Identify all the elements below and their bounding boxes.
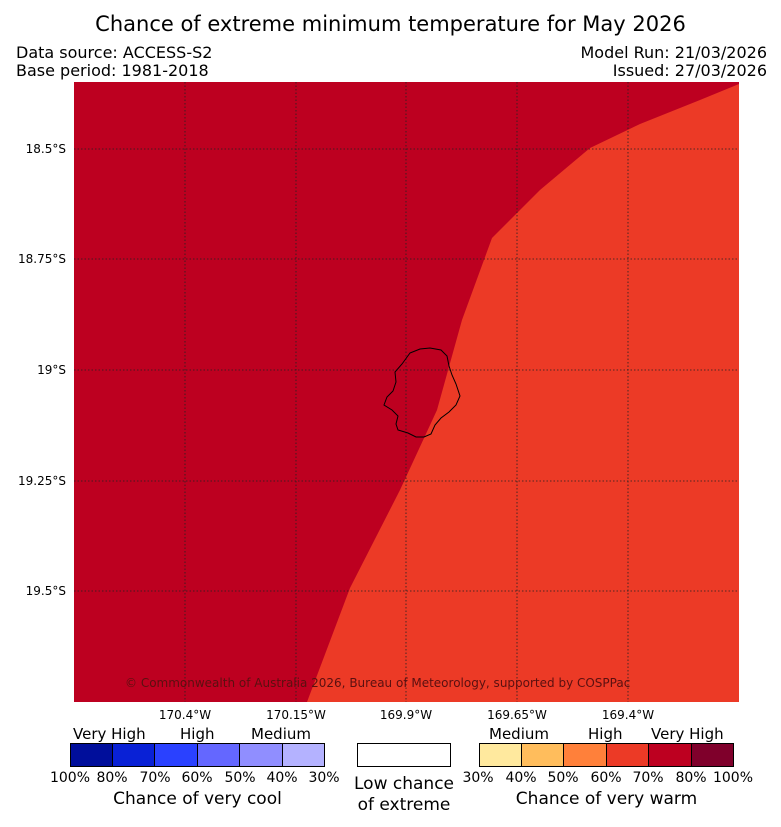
warm-swatch-4 — [606, 743, 649, 767]
cool-swatch-2 — [112, 743, 155, 767]
cool-category-high: High — [180, 725, 215, 743]
warm-swatch-1 — [479, 743, 522, 767]
cool-tick-30: 30% — [308, 770, 340, 786]
warm-category-very-high: Very High — [651, 725, 724, 743]
data-source-label: Data source: ACCESS-S2 — [16, 43, 213, 62]
warm-tick-30: 30% — [462, 770, 494, 786]
cool-swatch-5 — [239, 743, 283, 767]
base-period-label: Base period: 1981-2018 — [16, 61, 209, 80]
page-title: Chance of extreme minimum temperature fo… — [95, 12, 686, 36]
cool-tick-70: 70% — [139, 770, 171, 786]
cool-tick-100: 100% — [49, 770, 91, 786]
warm-swatch-3 — [563, 743, 607, 767]
warm-tick-40: 40% — [505, 770, 537, 786]
lat-label-18.75: 18.75°S — [18, 252, 66, 266]
lat-label-19.5: 19.5°S — [25, 584, 66, 598]
lat-label-19: 19°S — [37, 363, 66, 377]
warm-swatch-6 — [691, 743, 734, 767]
cool-tick-50: 50% — [224, 770, 256, 786]
copyright-text: © Commonwealth of Australia 2026, Bureau… — [125, 676, 630, 690]
lat-label-18.5: 18.5°S — [25, 142, 66, 156]
model-run-label: Model Run: 21/03/2026 — [580, 43, 768, 62]
lat-label-19.25: 19.25°S — [18, 474, 66, 488]
cool-tick-80: 80% — [96, 770, 128, 786]
warm-category-medium: Medium — [489, 725, 549, 743]
cool-swatch-3 — [154, 743, 198, 767]
neutral-legend-title-line1: Low chance — [354, 774, 454, 794]
cool-tick-40: 40% — [266, 770, 298, 786]
neutral-legend-title-line2: of extreme — [357, 795, 451, 815]
cool-swatch-6 — [282, 743, 325, 767]
lon-label-169.4: 169.4°W — [601, 708, 655, 722]
high-warm-region — [307, 84, 739, 702]
warm-tick-80: 80% — [675, 770, 707, 786]
lon-label-170.15: 170.15°W — [266, 708, 326, 722]
issued-label: Issued: 27/03/2026 — [612, 61, 767, 80]
lon-label-169.65: 169.65°W — [487, 708, 547, 722]
lon-label-170.4: 170.4°W — [158, 708, 212, 722]
warm-swatch-2 — [521, 743, 564, 767]
cool-swatch-4 — [197, 743, 240, 767]
cool-swatch-1 — [70, 743, 113, 767]
warm-tick-70: 70% — [632, 770, 664, 786]
warm-tick-50: 50% — [547, 770, 579, 786]
graticule — [74, 82, 739, 702]
warm-legend-title: Chance of very warm — [515, 789, 698, 809]
cool-category-medium: Medium — [251, 725, 311, 743]
cool-tick-60: 60% — [181, 770, 213, 786]
warm-tick-100: 100% — [712, 770, 754, 786]
warm-category-high: High — [588, 725, 623, 743]
cool-legend-title: Chance of very cool — [113, 789, 282, 809]
warm-tick-60: 60% — [590, 770, 622, 786]
lon-label-169.9: 169.9°W — [379, 708, 433, 722]
warm-swatch-5 — [648, 743, 692, 767]
island-coastline — [383, 347, 461, 438]
neutral-swatch — [357, 743, 451, 767]
cool-category-very-high: Very High — [73, 725, 146, 743]
